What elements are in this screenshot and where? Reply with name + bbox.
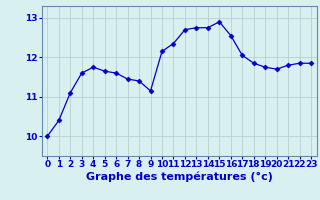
X-axis label: Graphe des températures (°c): Graphe des températures (°c) <box>86 172 273 182</box>
